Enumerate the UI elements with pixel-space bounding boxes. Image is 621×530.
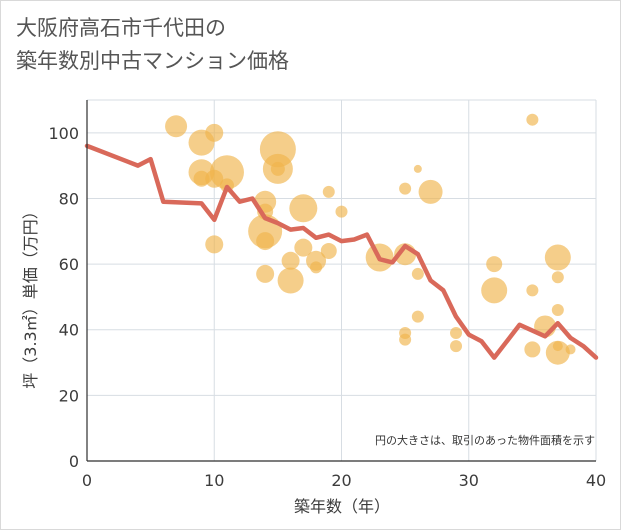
data-bubble <box>322 185 335 198</box>
data-bubble <box>551 304 564 317</box>
grid-lines <box>87 99 597 461</box>
size-legend-note: 円の大きさは、取引のあった物件面積を示す <box>375 433 595 447</box>
data-bubble <box>418 179 443 204</box>
chart-title: 大阪府高石市千代田の 築年数別中古マンション価格 <box>16 12 289 78</box>
data-bubble <box>486 256 503 273</box>
y-tick-label: 80 <box>59 189 79 208</box>
y-tick-label: 0 <box>69 452 79 471</box>
data-bubble <box>450 340 463 353</box>
tick-labels: 0 10 20 30 40 0 20 40 60 80 100 <box>48 124 606 490</box>
x-tick-label: 20 <box>331 471 351 490</box>
data-bubble <box>450 327 463 340</box>
data-bubble <box>320 242 337 259</box>
data-bubble <box>552 341 563 352</box>
data-bubble <box>281 251 300 270</box>
data-bubble <box>205 123 224 142</box>
data-bubble <box>335 205 348 218</box>
x-tick-label: 30 <box>459 471 479 490</box>
y-axis-label: 坪（3.3㎡）単価（万円） <box>21 203 40 388</box>
data-bubble <box>256 232 275 251</box>
y-tick-label: 100 <box>48 124 79 143</box>
data-bubble <box>165 115 188 138</box>
price-trend-line <box>84 143 599 360</box>
data-bubble <box>545 340 570 365</box>
data-bubble <box>544 244 571 271</box>
data-bubble <box>310 261 323 274</box>
x-tick-label: 0 <box>82 471 92 490</box>
data-bubble <box>399 333 412 346</box>
data-bubble <box>526 113 539 126</box>
data-bubble <box>526 284 539 297</box>
data-bubble <box>411 310 424 323</box>
data-bubble <box>256 264 275 283</box>
bubble-layer <box>165 113 576 365</box>
data-bubble <box>411 267 424 280</box>
data-bubble <box>294 238 313 257</box>
x-tick-label: 10 <box>204 471 224 490</box>
chart-title-line1: 大阪府高石市千代田の <box>16 16 226 40</box>
data-bubble <box>565 344 576 355</box>
data-bubble <box>205 235 224 254</box>
y-tick-label: 60 <box>59 255 79 274</box>
data-bubble <box>413 164 422 173</box>
data-bubble <box>209 155 244 190</box>
y-tick-label: 40 <box>59 321 79 340</box>
data-bubble <box>399 182 412 195</box>
data-bubble <box>551 271 564 284</box>
data-bubble <box>193 170 210 187</box>
data-bubble <box>270 161 285 176</box>
x-axis-label: 築年数（年） <box>294 497 390 516</box>
x-tick-label: 40 <box>586 471 606 490</box>
axes <box>86 100 596 462</box>
y-tick-label: 20 <box>59 386 79 405</box>
data-bubble <box>481 277 508 304</box>
data-bubble <box>289 194 318 223</box>
data-bubble <box>524 341 541 358</box>
chart-title-line2: 築年数別中古マンション価格 <box>16 49 289 73</box>
data-bubble <box>277 267 304 294</box>
